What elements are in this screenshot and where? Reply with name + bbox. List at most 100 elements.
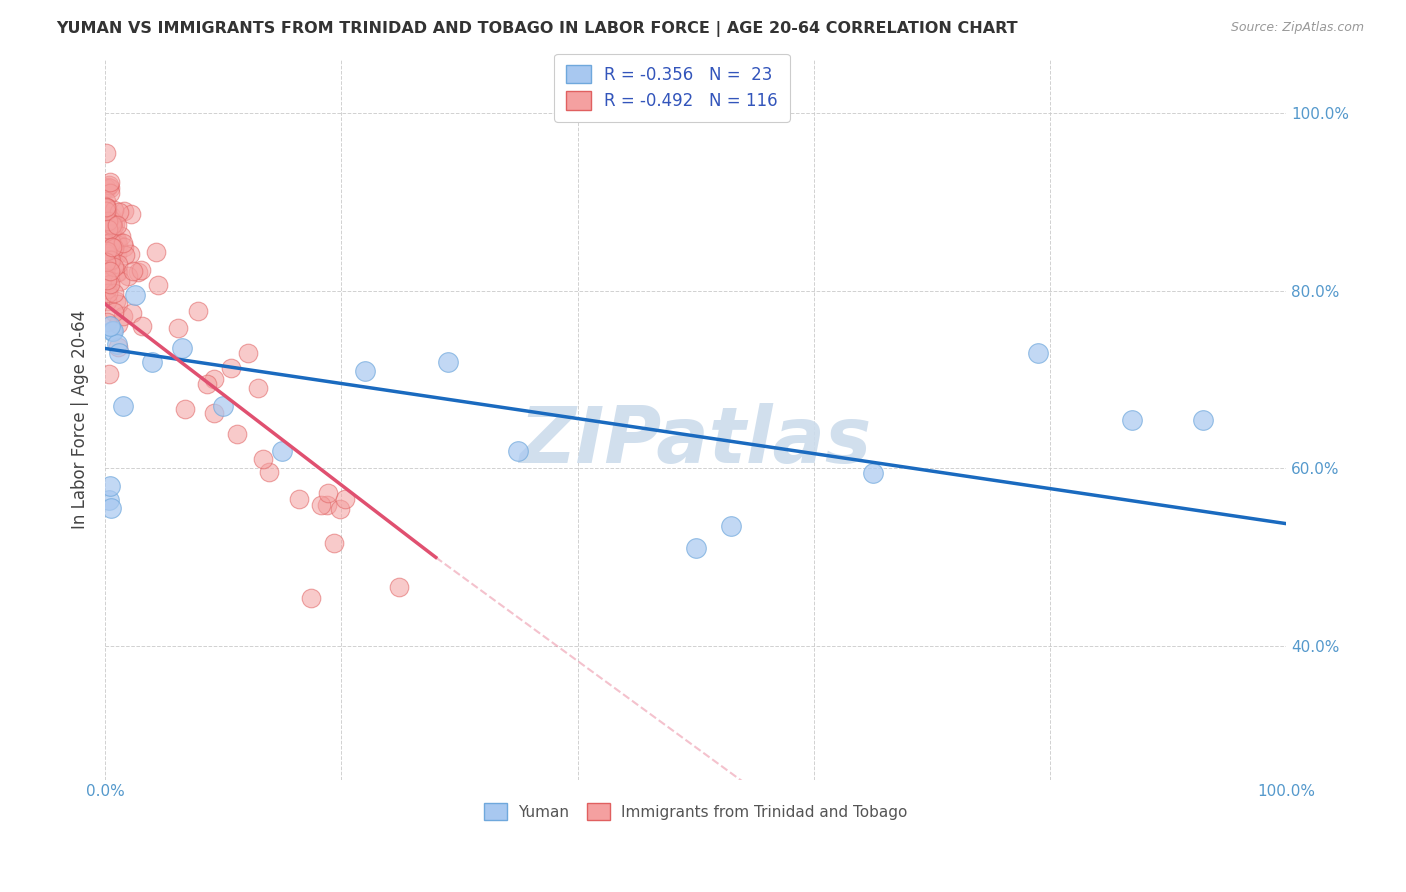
Point (96, 236, 118, 251)
Point (98, 479, 121, 493)
Point (104, 294, 127, 309)
Point (103, 260, 125, 274)
Point (238, 346, 260, 360)
Point (98, 181, 121, 195)
Point (141, 355, 163, 369)
Point (101, 240, 124, 254)
Point (103, 305, 125, 319)
Point (98, 235, 121, 250)
Point (97, 222, 120, 236)
Point (271, 443, 294, 458)
Point (96, 315, 118, 329)
Point (187, 304, 209, 318)
Point (145, 244, 167, 259)
Point (122, 263, 145, 277)
Point (124, 288, 146, 302)
Point (96, 201, 118, 215)
Point (98, 319, 121, 334)
Point (107, 265, 129, 279)
Text: ZIPatlas: ZIPatlas (519, 403, 872, 479)
Point (101, 216, 124, 230)
Point (101, 220, 124, 235)
Point (101, 214, 124, 228)
Point (110, 229, 132, 244)
Point (111, 236, 134, 251)
Point (174, 402, 197, 417)
Point (96, 219, 118, 233)
Point (98, 186, 121, 200)
Point (96, 270, 118, 285)
Point (862, 466, 884, 480)
Point (257, 465, 280, 479)
Point (252, 452, 274, 467)
Point (107, 296, 129, 310)
Point (114, 248, 136, 262)
Point (96, 200, 118, 214)
Point (246, 381, 269, 395)
Point (96, 273, 118, 287)
Point (107, 204, 129, 219)
Point (107, 237, 129, 252)
Point (100, 240, 122, 254)
Point (97, 213, 120, 227)
Point (105, 246, 128, 260)
Point (309, 499, 332, 513)
Point (97, 285, 120, 300)
Point (96, 181, 118, 195)
Point (329, 502, 352, 516)
Point (436, 355, 458, 369)
Point (97, 275, 120, 289)
Point (96, 194, 118, 208)
Point (108, 346, 131, 360)
Point (100, 501, 122, 516)
Point (96, 200, 118, 214)
Point (96, 204, 118, 219)
Point (202, 372, 225, 386)
Point (104, 218, 127, 232)
Point (96, 255, 118, 269)
Y-axis label: In Labor Force | Age 20-64: In Labor Force | Age 20-64 (72, 310, 89, 529)
Point (112, 204, 135, 219)
Point (219, 360, 242, 375)
Point (315, 498, 337, 512)
Point (121, 306, 143, 320)
Point (96, 257, 118, 271)
Point (96, 294, 118, 309)
Point (112, 240, 135, 254)
Point (96, 275, 118, 289)
Point (318, 485, 340, 500)
Point (96, 281, 118, 295)
Point (129, 263, 152, 277)
Point (101, 217, 124, 231)
Point (333, 491, 356, 506)
Point (107, 340, 129, 354)
Point (131, 318, 153, 333)
Text: Source: ZipAtlas.com: Source: ZipAtlas.com (1230, 21, 1364, 34)
Point (105, 264, 128, 278)
Point (1121, 412, 1143, 426)
Point (97, 178, 120, 192)
Point (287, 492, 309, 507)
Point (96, 205, 118, 219)
Point (225, 427, 247, 442)
Point (101, 324, 124, 338)
Point (98, 253, 121, 268)
Point (96, 201, 118, 215)
Point (100, 209, 122, 223)
Point (105, 233, 128, 247)
Point (98, 252, 121, 267)
Point (354, 364, 377, 378)
Point (107, 219, 129, 233)
Point (212, 399, 235, 413)
Point (148, 278, 170, 293)
Point (388, 580, 411, 594)
Point (170, 342, 193, 356)
Point (508, 443, 530, 458)
Point (195, 377, 218, 392)
Point (1192, 412, 1215, 426)
Point (96, 282, 118, 296)
Point (97, 492, 120, 507)
Point (107, 257, 129, 271)
Point (96, 255, 118, 269)
Point (167, 320, 190, 334)
